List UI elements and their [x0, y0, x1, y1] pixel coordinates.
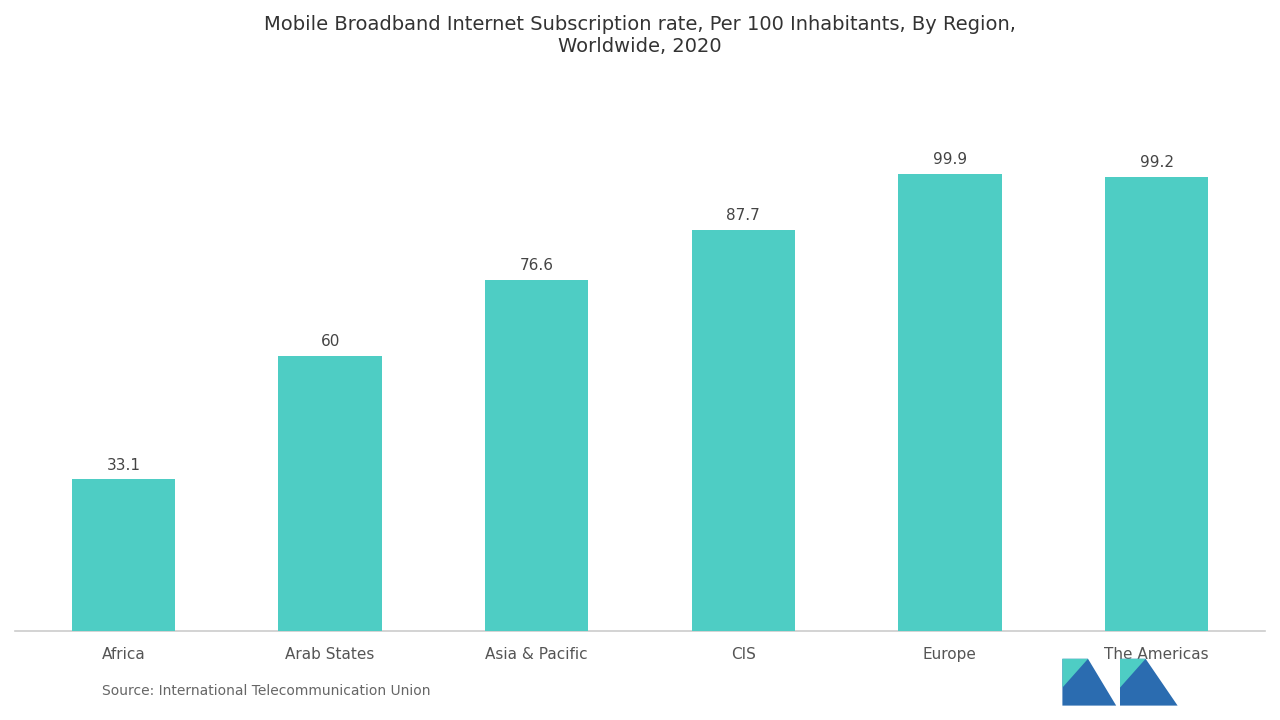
Polygon shape: [1120, 659, 1146, 688]
Text: 87.7: 87.7: [727, 207, 760, 222]
Title: Mobile Broadband Internet Subscription rate, Per 100 Inhabitants, By Region,
Wor: Mobile Broadband Internet Subscription r…: [264, 15, 1016, 56]
Text: 33.1: 33.1: [106, 457, 141, 472]
Text: 60: 60: [320, 334, 339, 349]
Bar: [485, 280, 589, 631]
Bar: [72, 480, 175, 631]
Polygon shape: [1120, 659, 1178, 706]
Bar: [279, 356, 381, 631]
Polygon shape: [1062, 659, 1088, 688]
Bar: [691, 230, 795, 631]
Text: Source: International Telecommunication Union: Source: International Telecommunication …: [102, 685, 431, 698]
Text: 76.6: 76.6: [520, 258, 554, 274]
Bar: [899, 174, 1001, 631]
Bar: [1105, 177, 1208, 631]
Text: 99.9: 99.9: [933, 152, 966, 167]
Text: 99.2: 99.2: [1139, 155, 1174, 170]
Polygon shape: [1062, 659, 1116, 706]
